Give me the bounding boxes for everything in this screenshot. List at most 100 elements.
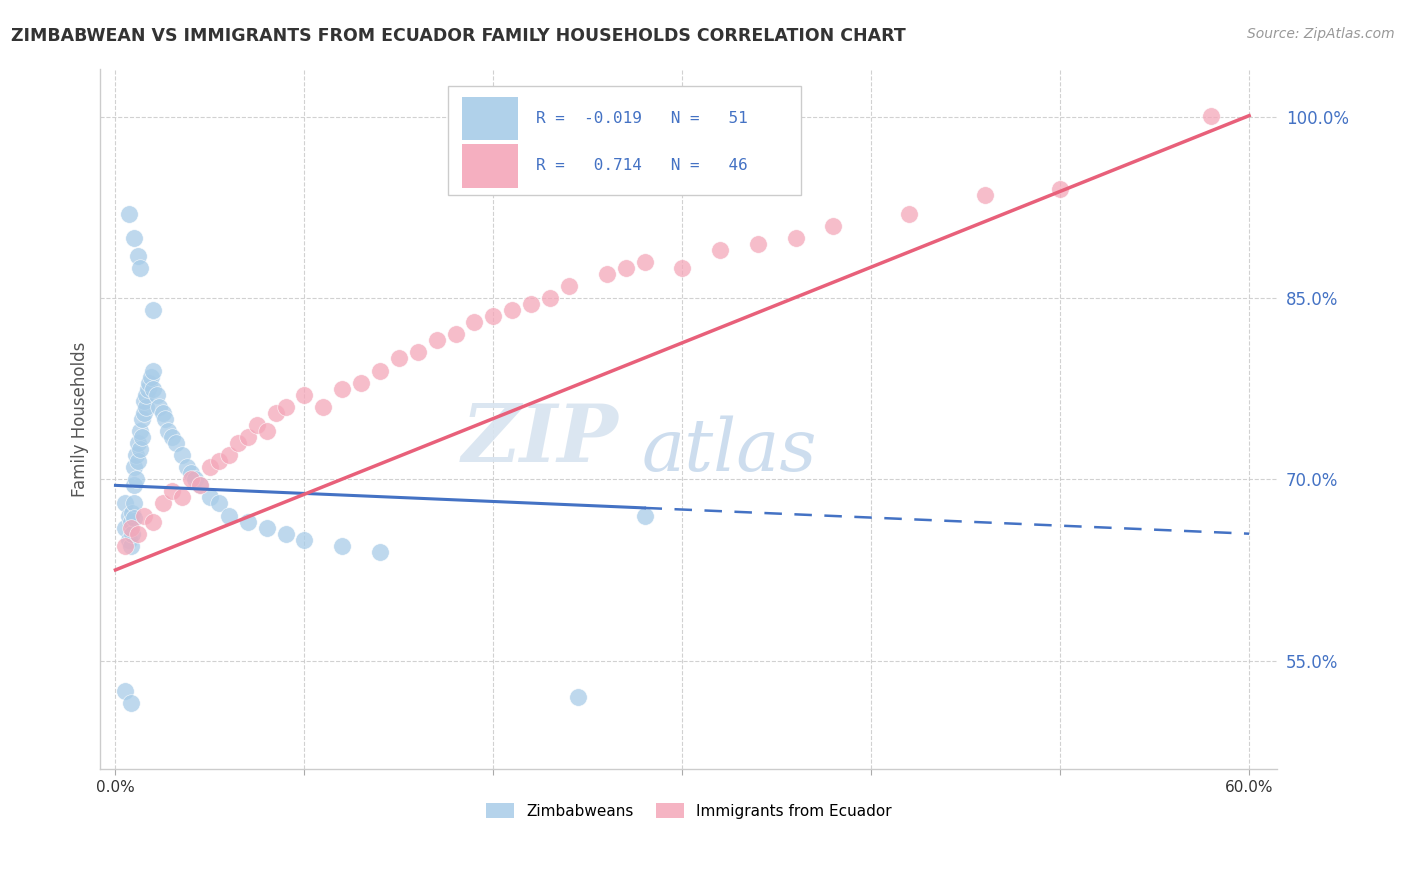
Point <box>152 496 174 510</box>
Point <box>120 696 142 710</box>
Point <box>120 515 142 529</box>
Bar <box>461 145 519 187</box>
Point <box>747 236 769 251</box>
Point <box>120 521 142 535</box>
Point <box>1049 182 1071 196</box>
Point <box>256 424 278 438</box>
Point <box>368 363 391 377</box>
Point <box>180 472 202 486</box>
Point <box>330 539 353 553</box>
Point <box>131 412 153 426</box>
Point <box>138 376 160 390</box>
Point <box>567 690 589 704</box>
Text: ZIP: ZIP <box>461 401 619 479</box>
Point <box>709 243 731 257</box>
Text: R =   0.714   N =   46: R = 0.714 N = 46 <box>536 159 748 173</box>
Point <box>170 448 193 462</box>
Point <box>294 533 316 547</box>
Point <box>160 430 183 444</box>
Point <box>124 230 146 244</box>
Point <box>198 491 221 505</box>
Point <box>350 376 373 390</box>
Point <box>520 297 543 311</box>
Point <box>142 515 165 529</box>
Point <box>388 351 411 366</box>
Point <box>127 454 149 468</box>
Point <box>141 369 163 384</box>
Point <box>198 460 221 475</box>
Point <box>157 424 180 438</box>
Point <box>131 430 153 444</box>
Legend: Zimbabweans, Immigrants from Ecuador: Zimbabweans, Immigrants from Ecuador <box>479 797 897 825</box>
Point <box>129 442 152 456</box>
Point <box>127 526 149 541</box>
Point <box>121 526 143 541</box>
Point <box>160 484 183 499</box>
Point <box>226 436 249 450</box>
Point <box>633 508 655 523</box>
Point <box>368 545 391 559</box>
Point <box>218 508 240 523</box>
Point <box>146 388 169 402</box>
Point <box>125 448 148 462</box>
Point <box>246 417 269 432</box>
Point <box>463 315 485 329</box>
Point <box>118 206 141 220</box>
Point <box>127 436 149 450</box>
Point <box>152 406 174 420</box>
Point <box>614 260 637 275</box>
Point <box>121 506 143 520</box>
Point <box>190 478 212 492</box>
Point <box>132 393 155 408</box>
Text: atlas: atlas <box>641 415 817 486</box>
Point <box>124 460 146 475</box>
Point <box>114 683 136 698</box>
Point <box>973 188 995 202</box>
Bar <box>447 86 801 194</box>
Text: Source: ZipAtlas.com: Source: ZipAtlas.com <box>1247 27 1395 41</box>
Point <box>148 400 170 414</box>
Point <box>184 472 207 486</box>
Point <box>124 478 146 492</box>
Point <box>153 412 176 426</box>
Point <box>538 291 561 305</box>
Point <box>142 382 165 396</box>
Point <box>264 406 287 420</box>
Point <box>218 448 240 462</box>
Point <box>135 400 157 414</box>
Point <box>136 382 159 396</box>
Point <box>114 521 136 535</box>
Point <box>208 496 231 510</box>
Point <box>330 382 353 396</box>
Point <box>274 526 297 541</box>
Point <box>120 539 142 553</box>
Point <box>114 496 136 510</box>
Point <box>426 334 449 348</box>
Point <box>898 206 921 220</box>
Point <box>190 478 212 492</box>
Point <box>118 508 141 523</box>
Point <box>406 345 429 359</box>
Point <box>274 400 297 414</box>
Point <box>236 515 259 529</box>
Point <box>256 521 278 535</box>
Point <box>165 436 187 450</box>
Point <box>482 309 505 323</box>
Point <box>208 454 231 468</box>
Point <box>501 303 523 318</box>
Point <box>176 460 198 475</box>
Text: ZIMBABWEAN VS IMMIGRANTS FROM ECUADOR FAMILY HOUSEHOLDS CORRELATION CHART: ZIMBABWEAN VS IMMIGRANTS FROM ECUADOR FA… <box>11 27 905 45</box>
Point <box>127 249 149 263</box>
Point <box>125 472 148 486</box>
Point <box>114 539 136 553</box>
Point <box>823 219 845 233</box>
Point <box>132 508 155 523</box>
Point <box>785 230 807 244</box>
Point <box>294 388 316 402</box>
Point <box>236 430 259 444</box>
Point <box>135 388 157 402</box>
Point <box>312 400 335 414</box>
Point <box>132 406 155 420</box>
Point <box>124 511 146 525</box>
Point <box>1201 109 1223 123</box>
